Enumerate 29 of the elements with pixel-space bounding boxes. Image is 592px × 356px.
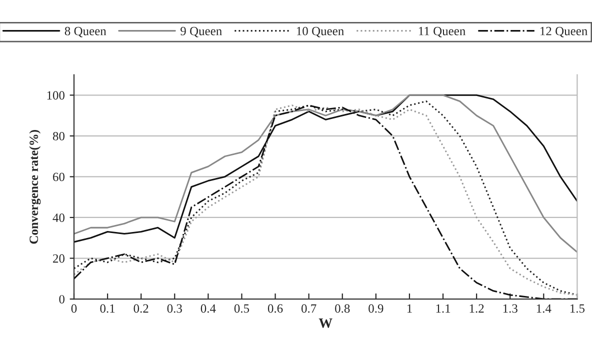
- x-tick-label: 0.4: [200, 304, 216, 313]
- y-tick-label: 20: [53, 254, 64, 263]
- x-tick-label: 0: [71, 304, 77, 313]
- x-tick-label: 1.1: [436, 304, 450, 313]
- x-axis-title: W: [318, 318, 332, 328]
- y-tick-label: 40: [52, 214, 64, 222]
- x-tick-label: 0.9: [368, 304, 384, 313]
- x-tick-label: 1.2: [470, 304, 484, 313]
- legend-label: 9 Queen: [180, 26, 222, 38]
- x-tick-label: 1.3: [503, 304, 518, 313]
- y-axis-title: Convergence rate(%): [29, 130, 41, 244]
- legend-label: 12 Queen: [540, 26, 588, 38]
- x-tick-label: 1.5: [570, 304, 585, 313]
- x-tick-label: 0.1: [100, 304, 115, 313]
- x-tick-label: 0.5: [234, 304, 250, 313]
- x-tick-label: 0.8: [335, 304, 350, 313]
- x-tick-label: 1.4: [536, 304, 552, 313]
- x-tick-label: 0.7: [301, 304, 316, 313]
- x-tick-label: 0.3: [167, 304, 182, 313]
- legend-label: 10 Queen: [296, 26, 344, 38]
- x-tick-label: 1: [407, 304, 412, 313]
- x-tick-label: 0.2: [134, 304, 148, 313]
- x-tick-label: 0.6: [268, 304, 283, 313]
- y-tick-label: 0: [59, 295, 64, 304]
- y-tick-label: 80: [52, 132, 64, 140]
- y-tick-label: 100: [47, 91, 64, 100]
- y-tick-label: 60: [53, 172, 64, 182]
- legend-label: 11 Queen: [418, 26, 466, 38]
- legend-label: 8 Queen: [64, 26, 106, 38]
